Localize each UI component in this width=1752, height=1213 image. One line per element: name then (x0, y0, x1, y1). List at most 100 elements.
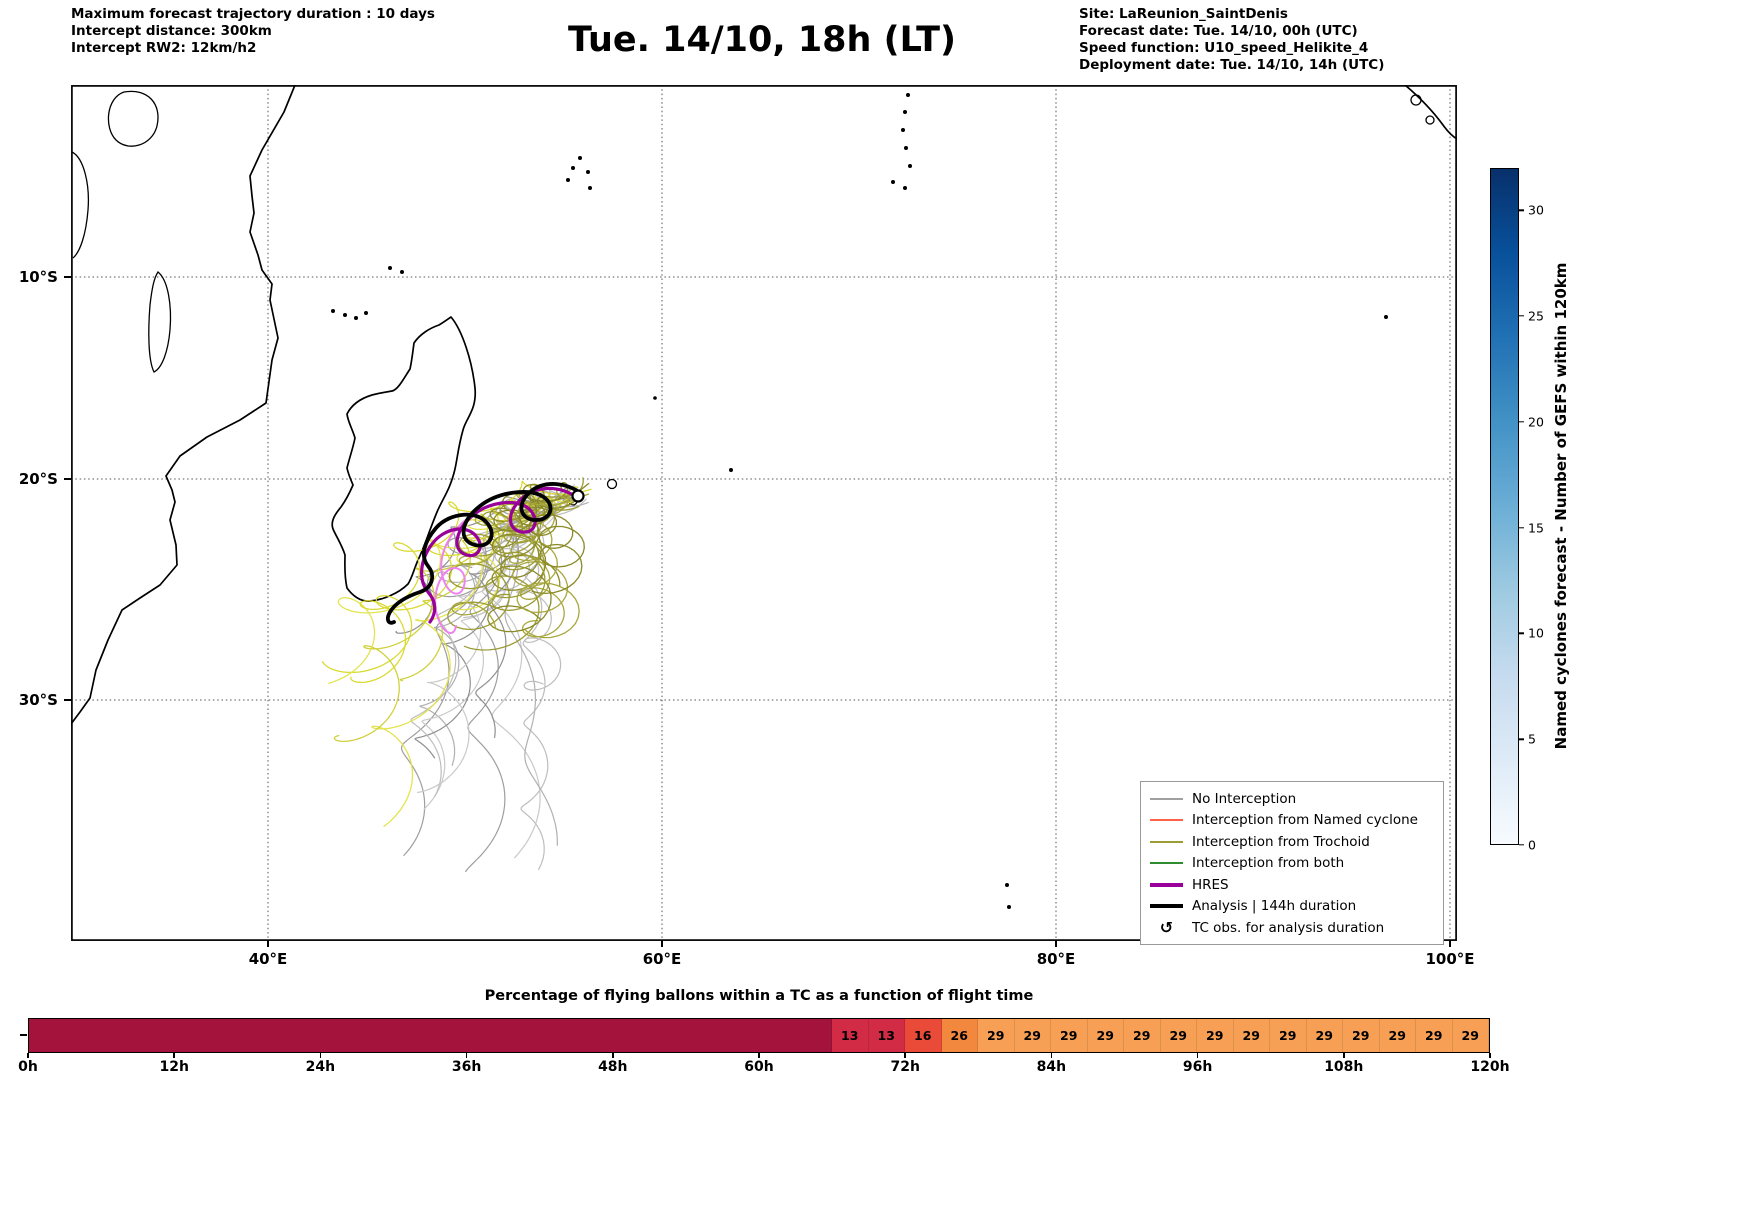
header-line: Maximum forecast trajectory duration : 1… (71, 6, 435, 22)
header-line: Speed function: U10_speed_Helikite_4 (1079, 40, 1369, 56)
x-tick-label: 100°E (1425, 950, 1475, 968)
header-line: Deployment date: Tue. 14/10, 14h (UTC) (1079, 57, 1385, 73)
africa-coastline (71, 85, 296, 725)
timeline-value: 29 (1388, 1028, 1406, 1043)
maldives-atoll (904, 146, 908, 150)
comoros-island (331, 309, 335, 313)
timeline-value: 29 (1023, 1028, 1041, 1043)
timeline-segment: 29 (1051, 1019, 1088, 1052)
comoros-island (354, 316, 358, 320)
timeline-segment: 29 (1452, 1019, 1489, 1052)
maldives-atoll (903, 110, 907, 114)
trajectory-no-interception (475, 487, 574, 738)
y-tick-label: 20°S (18, 470, 58, 488)
legend-line-sample (1150, 797, 1183, 800)
map-legend: No Interception Interception from Named c… (1140, 781, 1444, 945)
x-tick-label: 80°E (1036, 950, 1076, 968)
y-tick-mark (64, 276, 71, 278)
timeline-tick-label: 12h (159, 1059, 189, 1075)
timeline-segment: 29 (1160, 1019, 1197, 1052)
trajectory-trochoid (451, 493, 590, 630)
trajectory-hres-member (434, 517, 469, 634)
comoros-island (364, 311, 368, 315)
page-title: Tue. 14/10, 18h (LT) (567, 20, 957, 60)
timeline-segment: 29 (1343, 1019, 1380, 1052)
x-tick-label: 60°E (642, 950, 682, 968)
timeline-segment: 29 (1270, 1019, 1307, 1052)
colorbar-tick-label: 25 (1528, 308, 1544, 324)
timeline-title: Percentage of flying ballons within a TC… (484, 988, 1034, 1004)
colorbar-tick-mark (1519, 315, 1524, 317)
trajectory-map (71, 85, 1457, 941)
timeline-segment: 29 (1306, 1019, 1343, 1052)
colorbar-tick-mark (1519, 632, 1524, 635)
timeline-value: 29 (1279, 1028, 1297, 1043)
timeline-tick-label: 24h (305, 1059, 336, 1075)
timeline-tick-label: 36h (451, 1059, 482, 1075)
seychelles-island (588, 186, 592, 190)
timeline-tick-mark (612, 1053, 614, 1058)
timeline-value: 29 (1169, 1028, 1187, 1043)
colorbar-tick-label: 0 (1528, 837, 1536, 853)
amsterdam-island (1007, 905, 1011, 909)
legend-line-sample (1150, 819, 1183, 821)
timeline-y-tick-mark (20, 1034, 27, 1036)
timeline-value: 29 (1315, 1028, 1333, 1043)
map-grid (71, 85, 1457, 941)
timeline-tick-label: 72h (890, 1059, 920, 1075)
timeline-tick-mark (27, 1053, 29, 1058)
y-tick-mark (64, 699, 71, 701)
trajectory-trochoid (506, 496, 580, 638)
timeline-segment: 13 (868, 1019, 905, 1052)
timeline-value: 29 (1060, 1028, 1078, 1043)
timeline-tick-mark (758, 1053, 760, 1058)
header-line: Forecast date: Tue. 14/10, 00h (UTC) (1079, 23, 1358, 39)
timeline-value: 29 (1242, 1028, 1260, 1043)
timeline-bar: 13 13 16 26 29 29 29 29 29 29 29 29 29 29 29 29 29 29 (28, 1018, 1490, 1053)
legend-item: Interception from Named cyclone (1150, 811, 1434, 830)
timeline-tick-label: 120h (1470, 1059, 1510, 1075)
maldives-atoll (908, 164, 912, 168)
timeline-value: 29 (1425, 1028, 1443, 1043)
lake-victoria (107, 90, 159, 147)
timeline-tick-mark (465, 1053, 468, 1058)
x-tick-label: 40°E (248, 950, 288, 968)
legend-line-sample (1150, 862, 1183, 864)
y-tick-label: 30°S (18, 691, 58, 709)
rodrigues-island (729, 468, 733, 472)
header-line: Intercept distance: 300km (71, 23, 272, 39)
small-island (1384, 315, 1388, 319)
timeline-segment: 29 (1124, 1019, 1161, 1052)
legend-label: TC obs. for analysis duration (1192, 919, 1385, 936)
header-line: Intercept RW2: 12km/h2 (71, 40, 257, 56)
mauritius-island (606, 478, 618, 490)
timeline-segment: 29 (1379, 1019, 1416, 1052)
legend-item: No Interception (1150, 789, 1434, 808)
colorbar-tick-mark (1519, 209, 1524, 212)
legend-item: HRES (1150, 875, 1434, 894)
trajectory-trochoid (487, 481, 569, 633)
timeline-segment: 29 (1416, 1019, 1453, 1052)
timeline-value: 29 (1206, 1028, 1224, 1043)
timeline-tick-label: 0h (18, 1059, 38, 1075)
timeline-value: 29 (1096, 1028, 1114, 1043)
legend-label: Interception from both (1192, 855, 1345, 871)
chagos-atoll (903, 186, 907, 190)
legend-line-sample (1150, 882, 1183, 887)
analysis-trajectory (386, 482, 584, 625)
x-tick-mark (1055, 941, 1057, 947)
colorbar-label: Named cyclones forecast - Number of GEFS… (1552, 262, 1570, 750)
header-line: Site: LaReunion_SaintDenis (1079, 6, 1288, 22)
maldives-atoll (906, 93, 910, 97)
aldabra-island (388, 266, 392, 270)
timeline-tick-label: 48h (598, 1059, 628, 1075)
legend-label: HRES (1192, 876, 1229, 893)
timeline-segment: 26 (941, 1019, 978, 1052)
timeline-tick-mark (173, 1053, 175, 1058)
timeline-value: 29 (1133, 1028, 1151, 1043)
legend-item: ↺ TC obs. for analysis duration (1150, 918, 1434, 937)
lake-tanganyika (71, 151, 90, 259)
trajectories-layer (321, 477, 592, 873)
trajectory-trochoid (452, 497, 582, 611)
colorbar-tick-label: 10 (1528, 625, 1544, 641)
